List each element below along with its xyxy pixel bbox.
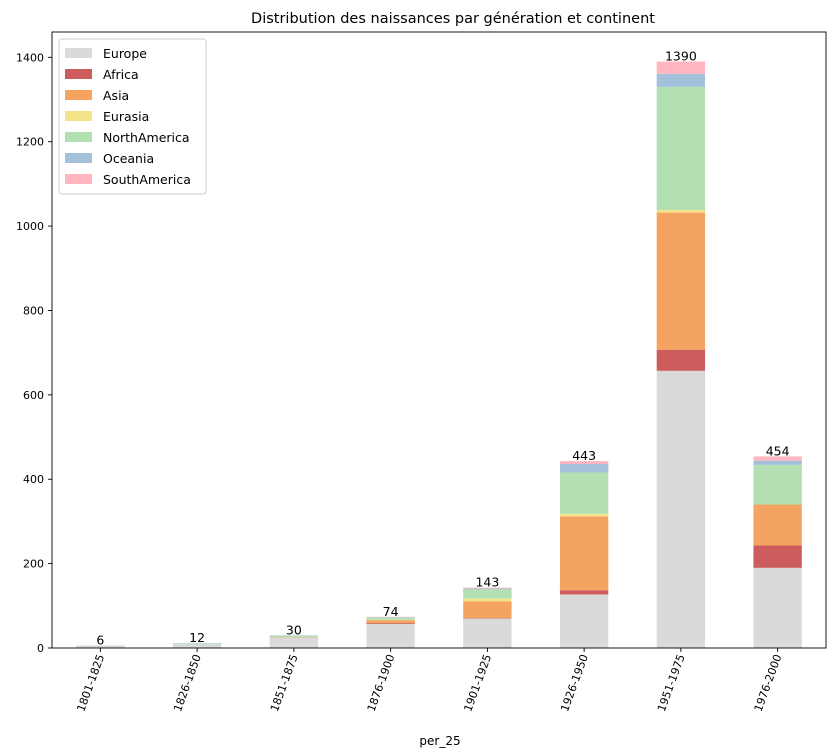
total-label-1976-2000: 454 [766,443,790,458]
legend-swatch-asia [65,90,92,100]
bar-segment-europe-1901-1925 [463,618,512,648]
x-tick-label: 1951-1975 [655,653,688,714]
bar-segment-southamerica-1951-1975 [656,61,706,74]
bar-segment-asia-1901-1925 [463,601,512,619]
bar-segment-europe-1876-1900 [366,623,415,648]
bar-segment-eurasia-1901-1925 [463,598,512,602]
bar-segment-oceania-1926-1950 [559,464,609,473]
legend-label-eurasia: Eurasia [103,109,149,124]
total-label-1951-1975: 1390 [665,49,697,64]
legend-swatch-southamerica [65,174,92,184]
bar-segment-europe-1801-1825 [76,645,125,648]
bar-segment-northamerica-1926-1950 [559,472,609,514]
total-label-1901-1925: 143 [475,575,499,590]
bar-segment-africa-1951-1975 [656,349,706,371]
y-tick-label: 400 [23,473,44,486]
totals-layer: 6 12 30 74 143 443 1390 454 [96,49,789,648]
bar-segment-europe-1926-1950 [559,594,609,648]
legend-label-southamerica: SouthAmerica [103,172,191,187]
y-tick-label: 1400 [16,51,44,64]
bars-layer [76,61,802,648]
bar-segment-europe-1851-1875 [269,637,319,648]
bar-segment-northamerica-1876-1900 [366,617,415,620]
x-tick-label: 1851-1875 [268,653,301,714]
plot-frame [51,31,827,649]
bar-segment-asia-1951-1975 [656,212,706,350]
bar-segment-europe-1951-1975 [656,370,706,648]
bar-segment-africa-1926-1950 [559,590,609,595]
total-label-1826-1850: 12 [189,630,205,645]
y-tick-label: 1000 [16,220,44,233]
bar-segment-asia-1976-2000 [753,504,802,546]
bar-segment-africa-1976-2000 [753,545,802,568]
total-label-1926-1950: 443 [572,448,596,463]
y-tick-label: 200 [23,558,44,571]
legend-swatch-eurasia [65,111,92,121]
y-tick-label: 600 [23,389,44,402]
legend-swatch-northamerica [65,132,92,142]
y-tick-label: 0 [37,642,44,655]
legend-box [58,38,207,195]
y-tick-label: 1200 [16,136,44,149]
bar-segment-eurasia-1951-1975 [656,210,706,213]
total-label-1801-1825: 6 [96,632,104,647]
x-axis-label: per_25 [419,734,460,748]
bar-segment-northamerica-1976-2000 [753,464,802,505]
x-tick-label: 1876-1900 [365,653,398,714]
legend: Europe Africa Asia Eurasia NorthAmerica Ocean… [58,38,207,195]
y-tick-label: 800 [23,304,44,317]
bar-segment-oceania-1951-1975 [656,73,706,87]
x-tick-label: 1926-1950 [558,653,591,714]
bar-segment-oceania-1976-2000 [753,460,802,465]
x-tick-label: 1976-2000 [752,653,785,714]
legend-label-northamerica: NorthAmerica [103,130,190,145]
total-label-1876-1900: 74 [383,604,399,619]
bar-segment-northamerica-1901-1925 [463,589,512,599]
legend-swatch-africa [65,69,92,79]
bar-segment-europe-1826-1850 [172,643,222,648]
bar-segment-europe-1976-2000 [753,567,802,648]
bar-segment-southamerica-1926-1950 [559,461,609,465]
bar-segment-southamerica-1901-1925 [463,587,512,589]
legend-label-africa: Africa [103,67,139,82]
bar-segment-asia-1876-1900 [366,620,415,624]
legend-swatch-europe [65,48,92,58]
legend-label-oceania: Oceania [103,151,154,166]
x-tick-label: 1901-1925 [461,653,494,714]
bar-segment-southamerica-1976-2000 [753,456,802,461]
x-tick-label: 1801-1825 [74,653,107,714]
x-tick-label: 1826-1850 [171,653,204,714]
bar-segment-northamerica-1851-1875 [269,635,319,638]
bar-segment-northamerica-1951-1975 [656,86,706,211]
bar-segment-africa-1876-1900 [366,623,415,624]
legend-swatch-oceania [65,153,92,163]
legend-label-asia: Asia [103,88,129,103]
bar-segment-oceania-1901-1925 [463,588,512,590]
total-label-1851-1875: 30 [286,622,302,637]
chart-title: Distribution des naissances par générati… [251,11,655,27]
bar-segment-eurasia-1926-1950 [559,513,609,517]
legend-label-europe: Europe [103,46,147,61]
bar-segment-asia-1926-1950 [559,516,609,591]
